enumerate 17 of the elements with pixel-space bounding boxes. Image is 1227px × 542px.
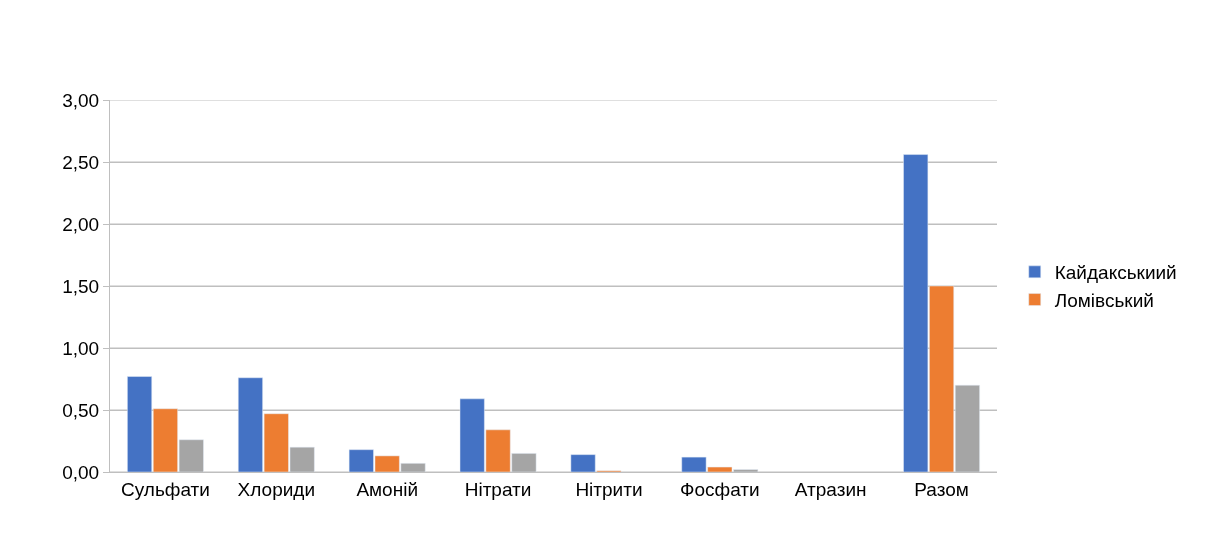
legend-label: Ломівський [1054, 289, 1154, 311]
y-tick-label: 1,50 [62, 275, 100, 297]
x-tick-label: Нітрати [464, 478, 532, 500]
y-tick-label: 2,50 [62, 151, 100, 173]
x-tick-label: Нітрити [575, 478, 643, 500]
y-tick-label: 0,00 [62, 461, 100, 483]
x-tick-label: Атразин [794, 478, 867, 500]
x-tick-label: Разом [914, 478, 969, 500]
legend-label: Кайдакськиий [1054, 262, 1177, 284]
y-tick-label: 3,00 [62, 89, 100, 111]
x-tick-label: Фосфати [680, 478, 760, 500]
y-tick-label: 2,00 [62, 213, 100, 235]
x-tick-label: Сульфати [120, 478, 210, 500]
y-tick-label: 0,50 [62, 399, 100, 421]
x-tick-label: Хлориди [237, 478, 316, 500]
x-tick-label: Амоній [356, 478, 419, 500]
y-tick-label: 1,00 [62, 337, 100, 359]
